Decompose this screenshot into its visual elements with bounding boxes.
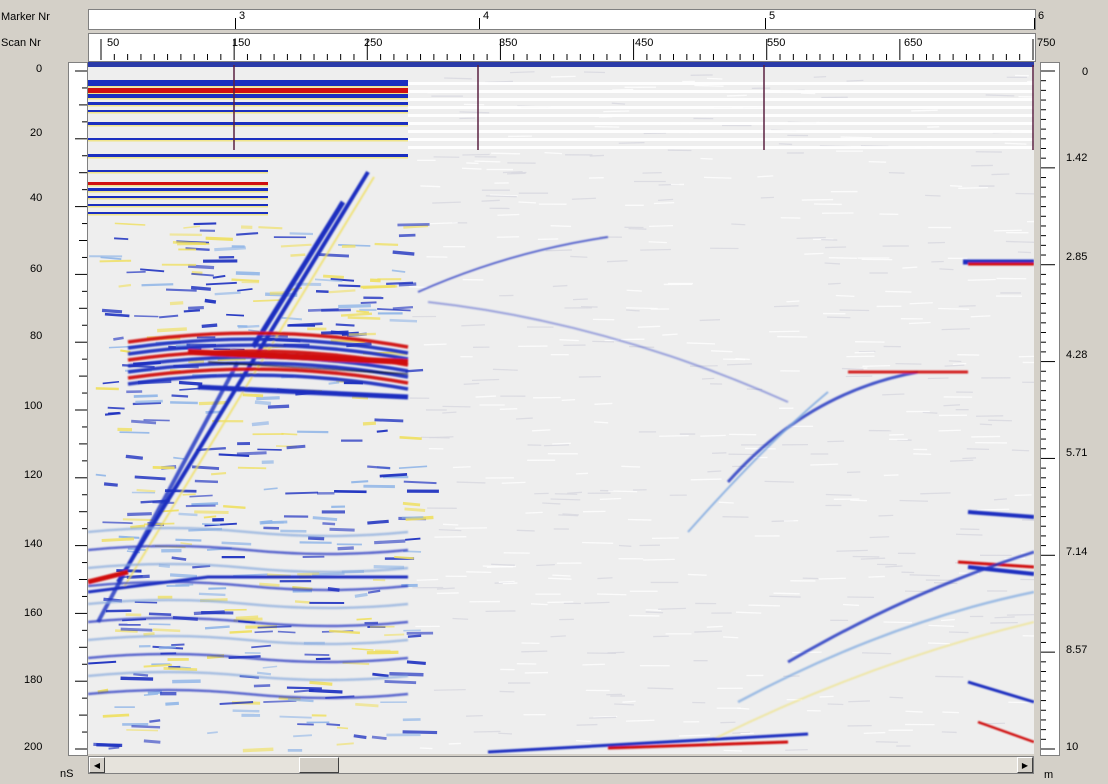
depth-unit-label: m xyxy=(1044,769,1054,781)
depth-tick-0: 0 xyxy=(1082,66,1089,78)
time-tick-200: 200 xyxy=(24,741,43,753)
radargram-view[interactable] xyxy=(88,62,1034,754)
scan-tick-50: 50 xyxy=(107,37,120,49)
depth-tick-4-28: 4.28 xyxy=(1066,349,1088,361)
depth-tick-5-71: 5.71 xyxy=(1066,447,1088,459)
time-tick-180: 180 xyxy=(24,674,43,686)
scan-ruler: 50 150 250 350 450 550 650 750 xyxy=(88,33,1055,62)
depth-tick-10: 10 xyxy=(1066,741,1079,753)
depth-tick-2-85: 2.85 xyxy=(1066,251,1088,263)
arrow-right-icon[interactable]: ▶ xyxy=(1017,757,1033,773)
time-tick-20: 20 xyxy=(30,127,43,139)
time-tick-140: 140 xyxy=(24,538,43,550)
time-tick-40: 40 xyxy=(30,192,43,204)
time-tick-60: 60 xyxy=(30,263,43,275)
time-unit-label: nS xyxy=(60,768,74,780)
marker-nr-label: Marker Nr xyxy=(1,11,50,23)
scan-tick-750: 750 xyxy=(1037,37,1056,49)
marker-label-5: 5 xyxy=(769,10,776,22)
scan-tick-350: 350 xyxy=(499,37,518,49)
time-tick-0: 0 xyxy=(36,63,43,75)
marker-label-4: 4 xyxy=(483,10,490,22)
scan-nr-label: Scan Nr xyxy=(1,37,41,49)
scroll-thumb[interactable] xyxy=(299,757,339,773)
horizontal-scrollbar[interactable]: ◀ ▶ xyxy=(88,756,1034,774)
scan-tick-650: 650 xyxy=(904,37,923,49)
scan-tick-150: 150 xyxy=(232,37,251,49)
time-tick-120: 120 xyxy=(24,469,43,481)
scan-tick-450: 450 xyxy=(635,37,654,49)
marker-label-6: 6 xyxy=(1038,10,1045,22)
time-tick-80: 80 xyxy=(30,330,43,342)
scan-tick-550: 550 xyxy=(767,37,786,49)
marker-label-3: 3 xyxy=(239,10,246,22)
arrow-left-icon[interactable]: ◀ xyxy=(89,757,105,773)
depth-axis xyxy=(1040,62,1060,756)
scan-tick-250: 250 xyxy=(364,37,383,49)
depth-tick-7-14: 7.14 xyxy=(1066,546,1088,558)
depth-tick-8-57: 8.57 xyxy=(1066,644,1088,656)
marker-ruler: 3 4 5 6 xyxy=(88,9,1044,30)
depth-tick-1-42: 1.42 xyxy=(1066,152,1088,164)
time-tick-160: 160 xyxy=(24,607,43,619)
time-tick-100: 100 xyxy=(24,400,43,412)
time-axis xyxy=(68,62,88,756)
